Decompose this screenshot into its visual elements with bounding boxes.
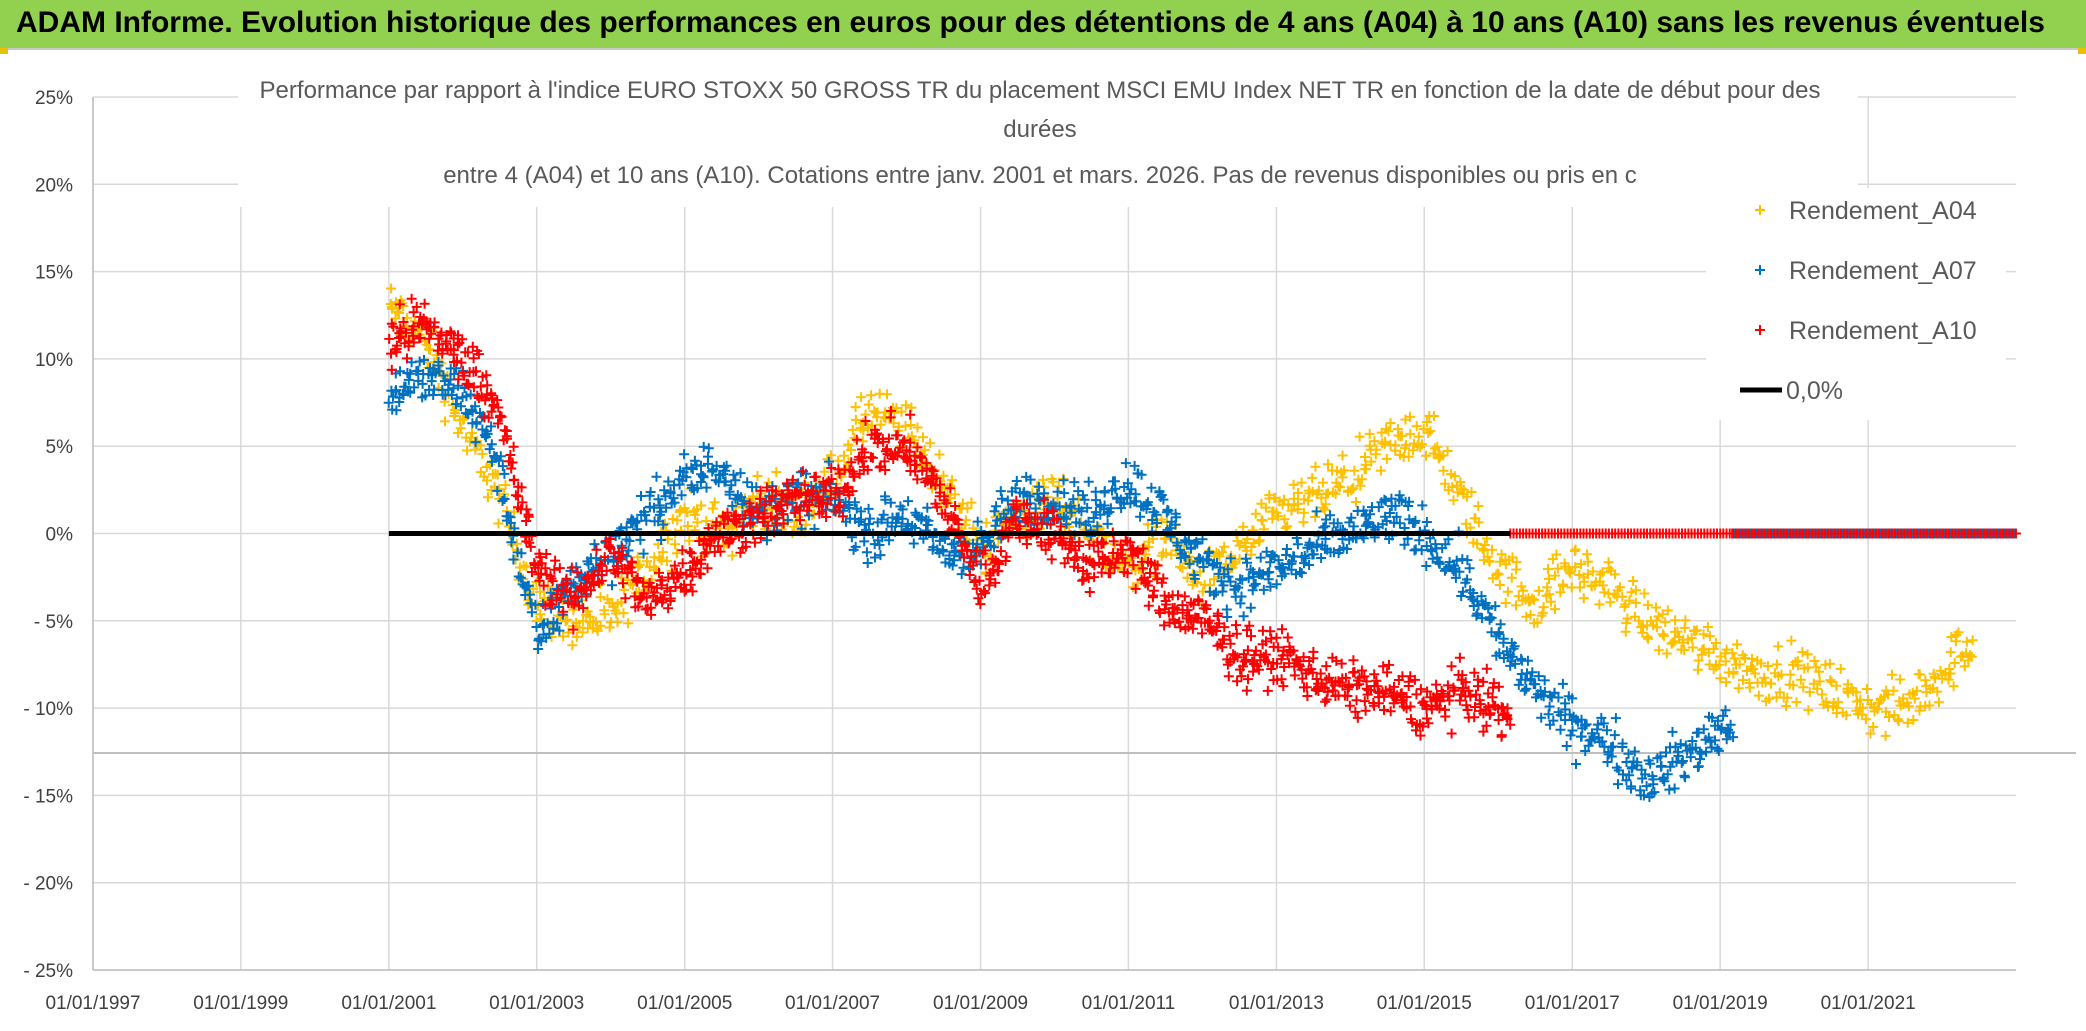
y-tick-label: 25% (35, 88, 73, 109)
chart-title-line: durées (1003, 116, 1076, 143)
header-banner: ADAM Informe. Evolution historique des p… (0, 0, 2086, 50)
x-axis-ticks: 01/01/1997 01/01/1999 01/01/2001 01/01/2003… (45, 993, 1915, 1014)
y-tick-label: - 15% (23, 786, 73, 807)
x-tick-label: 01/01/1999 (193, 993, 288, 1014)
chart-title-line: Performance par rapport à l'indice EURO … (260, 77, 1821, 104)
chart-title: Performance par rapport à l'indice EURO … (238, 55, 1858, 207)
x-tick-label: 01/01/2015 (1377, 993, 1472, 1014)
x-tick-label: 01/01/2019 (1673, 993, 1768, 1014)
legend-marker (1755, 265, 1765, 275)
y-tick-label: 0% (46, 525, 74, 546)
series-Rendement_A07 (383, 355, 2021, 802)
y-tick-label: - 25% (23, 961, 73, 982)
y-tick-label: 5% (46, 437, 74, 458)
page-title: ADAM Informe. Evolution historique des p… (16, 6, 2045, 39)
x-tick-label: 01/01/2001 (341, 993, 436, 1014)
corner-accent-right (2078, 48, 2086, 54)
chart-points (383, 283, 2021, 802)
points-Rendement_A07 (383, 355, 2021, 802)
y-tick-label: 10% (35, 350, 73, 371)
legend-marker (1755, 205, 1765, 215)
legend-label: 0,0% (1786, 377, 1843, 405)
x-tick-label: 01/01/2009 (933, 993, 1028, 1014)
chart-title-line: entre 4 (A04) et 10 ans (A10). Cotations… (443, 162, 1637, 189)
x-tick-label: 01/01/2021 (1821, 993, 1916, 1014)
x-tick-label: 01/01/2011 (1082, 993, 1176, 1014)
y-tick-label: - 10% (23, 699, 73, 720)
corner-accent-left (0, 48, 8, 54)
y-axis-ticks: 25% 20% 15% 10% 5% 0% - 5% - 10% - 15% - 20% - 25% (23, 88, 73, 982)
y-tick-label: 20% (35, 175, 73, 196)
x-tick-label: 01/01/2007 (785, 993, 880, 1014)
x-tick-label: 01/01/2003 (489, 993, 584, 1014)
y-tick-label: 15% (35, 263, 73, 284)
x-tick-label: 01/01/1997 (45, 993, 140, 1014)
legend-label: Rendement_A04 (1789, 197, 1977, 225)
scatter-chart: 25% 20% 15% 10% 5% 0% - 5% - 10% - 15% - 20% - 25%… (23, 55, 2076, 1014)
chart-frame (92, 97, 2076, 971)
x-tick-label: 01/01/2013 (1229, 993, 1324, 1014)
legend-label: Rendement_A07 (1789, 257, 1977, 285)
title-background (238, 55, 1858, 207)
legend-background (1706, 188, 2006, 420)
legend-label: Rendement_A10 (1789, 317, 1977, 345)
x-tick-label: 01/01/2017 (1525, 993, 1620, 1014)
x-tick-label: 01/01/2005 (637, 993, 732, 1014)
y-tick-label: - 5% (34, 612, 73, 633)
y-tick-label: - 20% (23, 874, 73, 895)
chart-legend: Rendement_A04 Rendement_A07 Rendement_A10 0… (1706, 188, 2006, 420)
legend-marker (1755, 325, 1765, 335)
